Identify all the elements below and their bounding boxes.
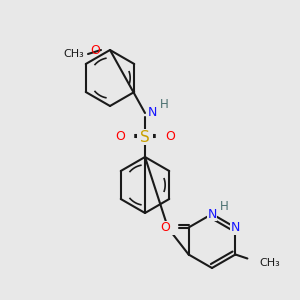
Text: N: N (207, 208, 217, 220)
Text: CH₃: CH₃ (260, 257, 280, 268)
FancyBboxPatch shape (207, 207, 217, 221)
FancyBboxPatch shape (117, 130, 129, 144)
FancyBboxPatch shape (161, 130, 173, 144)
Text: N: N (148, 106, 158, 119)
Text: S: S (140, 130, 150, 145)
FancyBboxPatch shape (137, 129, 153, 145)
FancyBboxPatch shape (230, 220, 240, 235)
FancyBboxPatch shape (163, 220, 175, 235)
Text: H: H (220, 200, 229, 212)
Text: CH₃: CH₃ (63, 49, 84, 59)
Text: N: N (231, 221, 240, 234)
Text: H: H (160, 98, 169, 112)
Text: O: O (165, 130, 175, 143)
Text: O: O (115, 130, 125, 143)
Text: O: O (161, 221, 171, 234)
Text: O: O (90, 44, 100, 56)
